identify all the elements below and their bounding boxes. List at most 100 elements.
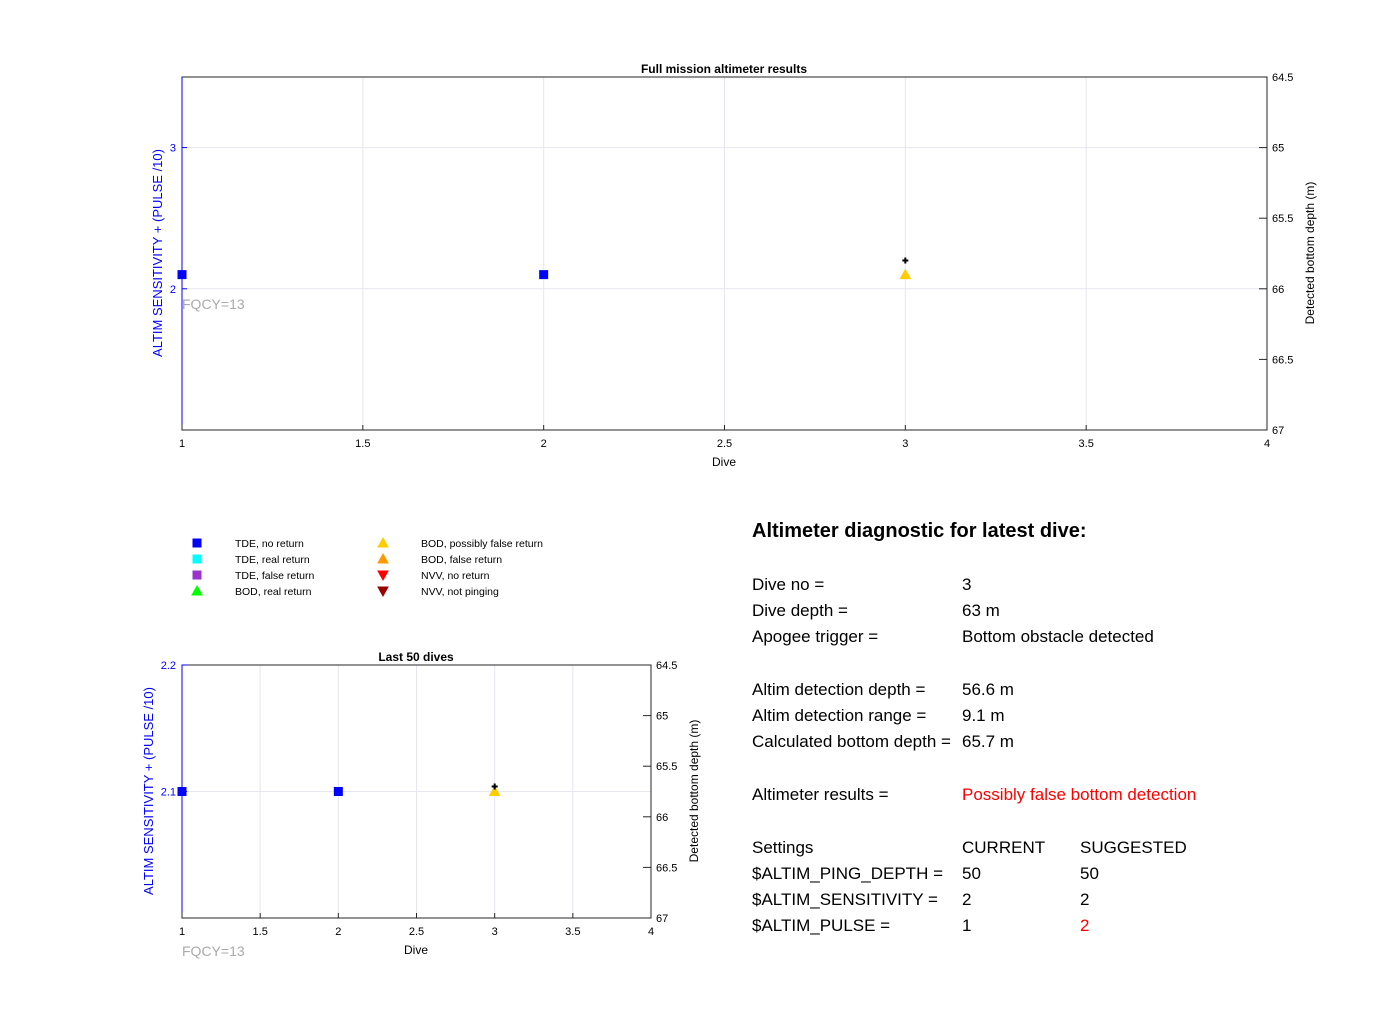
left-y-axis-label: ALTIM SENSITIVITY + (PULSE /10) [141, 687, 156, 895]
legend-marker [377, 536, 389, 548]
results-label: Altimeter results = [752, 785, 889, 804]
apogee-label: Apogee trigger = [752, 627, 879, 646]
x-tick-label: 2 [541, 438, 547, 450]
bottom-depth-point [491, 783, 498, 790]
legend-label: BOD, false return [421, 554, 502, 566]
right-y-tick-label: 66.5 [1272, 354, 1293, 366]
legend-label: NVV, not pinging [421, 586, 499, 598]
right-y-tick-label: 66 [656, 812, 668, 824]
x-tick-label: 1 [179, 926, 185, 938]
dive-no-value: 3 [962, 575, 972, 594]
data-point [488, 785, 501, 796]
x-tick-label: 2.5 [717, 438, 732, 450]
legend-marker [192, 570, 202, 580]
data-point [333, 787, 343, 796]
results-value: Possibly false bottom detection [962, 785, 1197, 804]
frequency-annotation: FQCY=13 [182, 296, 245, 312]
detection-depth-label: Altim detection depth = [752, 680, 926, 699]
right-y-tick-label: 67 [656, 913, 668, 925]
x-tick-label: 2.5 [409, 926, 424, 938]
legend-marker [377, 552, 389, 564]
x-tick-label: 3 [902, 438, 908, 450]
data-point [539, 270, 549, 280]
x-tick-label: 4 [648, 926, 654, 938]
legend-label: BOD, real return [235, 586, 312, 598]
legend-label: TDE, no return [235, 538, 304, 550]
pulse-label: $ALTIM_PULSE = [752, 916, 891, 935]
left-y-ticks: 23 [170, 143, 187, 296]
x-tick-label: 4 [1264, 438, 1270, 450]
right-y-tick-label: 67 [1272, 425, 1284, 437]
left-y-tick-label: 2.1 [161, 787, 176, 799]
pulse-current: 1 [962, 916, 972, 935]
right-y-tick-label: 66 [1272, 284, 1284, 296]
x-axis-label: Dive [404, 943, 428, 957]
ping-depth-suggested: 50 [1080, 864, 1099, 883]
data-marks [177, 783, 501, 796]
ping-depth-current: 50 [962, 864, 981, 883]
pulse-suggested: 2 [1080, 916, 1090, 935]
x-tick-label: 3.5 [1079, 438, 1094, 450]
right-y-tick-label: 64.5 [656, 660, 677, 672]
right-y-tick-label: 65 [1272, 143, 1284, 155]
left-y-tick-label: 2.2 [161, 660, 176, 672]
sensitivity-suggested: 2 [1080, 890, 1090, 909]
right-y-ticks: 64.5 65 65.5 66 66.5 67 [643, 660, 677, 925]
right-y-tick-label: 65.5 [1272, 213, 1293, 225]
data-point [899, 268, 912, 280]
detection-depth-value: 56.6 m [962, 680, 1014, 699]
legend-label: TDE, real return [235, 554, 310, 566]
legend: TDE, no return TDE, real return TDE, false… [191, 536, 543, 598]
detection-range-label: Altim detection range = [752, 706, 927, 725]
legend-label: BOD, possibly false return [421, 538, 543, 550]
sensitivity-current: 2 [962, 890, 972, 909]
right-y-tick-label: 65 [656, 711, 668, 723]
legend-marker [377, 570, 389, 582]
legend-marker [192, 554, 202, 564]
data-point [177, 787, 187, 796]
grid [181, 77, 1268, 430]
left-y-axis-label: ALTIM SENSITIVITY + (PULSE /10) [150, 149, 165, 357]
grid [181, 664, 652, 918]
x-tick-label: 2 [335, 926, 341, 938]
x-ticks: 1 1.5 2 2.5 3 3.5 4 [179, 425, 1270, 450]
left-y-tick-label: 3 [170, 143, 176, 155]
ping-depth-label: $ALTIM_PING_DEPTH = [752, 864, 943, 883]
x-tick-label: 3.5 [565, 926, 580, 938]
frequency-annotation: FQCY=13 [182, 943, 245, 959]
diagnostic-title: Altimeter diagnostic for latest dive: [752, 520, 1087, 542]
dive-depth-value: 63 m [962, 601, 1000, 620]
data-marks [177, 257, 912, 280]
right-y-tick-label: 65.5 [656, 761, 677, 773]
apogee-value: Bottom obstacle detected [962, 627, 1154, 646]
right-y-axis-label: Detected bottom depth (m) [1303, 182, 1317, 325]
chart-title: Full mission altimeter results [641, 62, 807, 76]
full-mission-chart: Full mission altimeter results 1 1.5 2 2.5 3… [150, 62, 1317, 469]
right-y-tick-label: 66.5 [656, 862, 677, 874]
detection-range-value: 9.1 m [962, 706, 1005, 725]
chart-title: Last 50 dives [378, 650, 454, 664]
dive-no-label: Dive no = [752, 575, 825, 594]
legend-label: TDE, false return [235, 570, 315, 582]
legend-marker [377, 586, 389, 598]
dive-depth-label: Dive depth = [752, 601, 848, 620]
x-tick-label: 3 [492, 926, 498, 938]
x-tick-label: 1 [179, 438, 185, 450]
bottom-depth-point [902, 257, 909, 264]
right-y-ticks: 64.5 65 65.5 66 66.5 67 [1259, 72, 1293, 437]
suggested-header: SUGGESTED [1080, 838, 1187, 857]
current-header: CURRENT [962, 838, 1046, 857]
x-tick-label: 1.5 [355, 438, 370, 450]
legend-marker [191, 584, 203, 596]
left-y-tick-label: 2 [170, 284, 176, 296]
x-tick-label: 1.5 [253, 926, 268, 938]
data-point [177, 270, 187, 280]
x-axis-label: Dive [712, 455, 736, 469]
left-y-ticks: 2.1 2.2 [161, 660, 187, 799]
sensitivity-label: $ALTIM_SENSITIVITY = [752, 890, 938, 909]
calculated-depth-value: 65.7 m [962, 732, 1014, 751]
last-50-dives-chart: Last 50 dives 1 1.5 2 2.5 3 3.5 4 2.12.2 64.56… [141, 650, 701, 959]
x-ticks: 1 1.5 2 2.5 3 3.5 4 [179, 913, 654, 938]
legend-label: NVV, no return [421, 570, 490, 582]
